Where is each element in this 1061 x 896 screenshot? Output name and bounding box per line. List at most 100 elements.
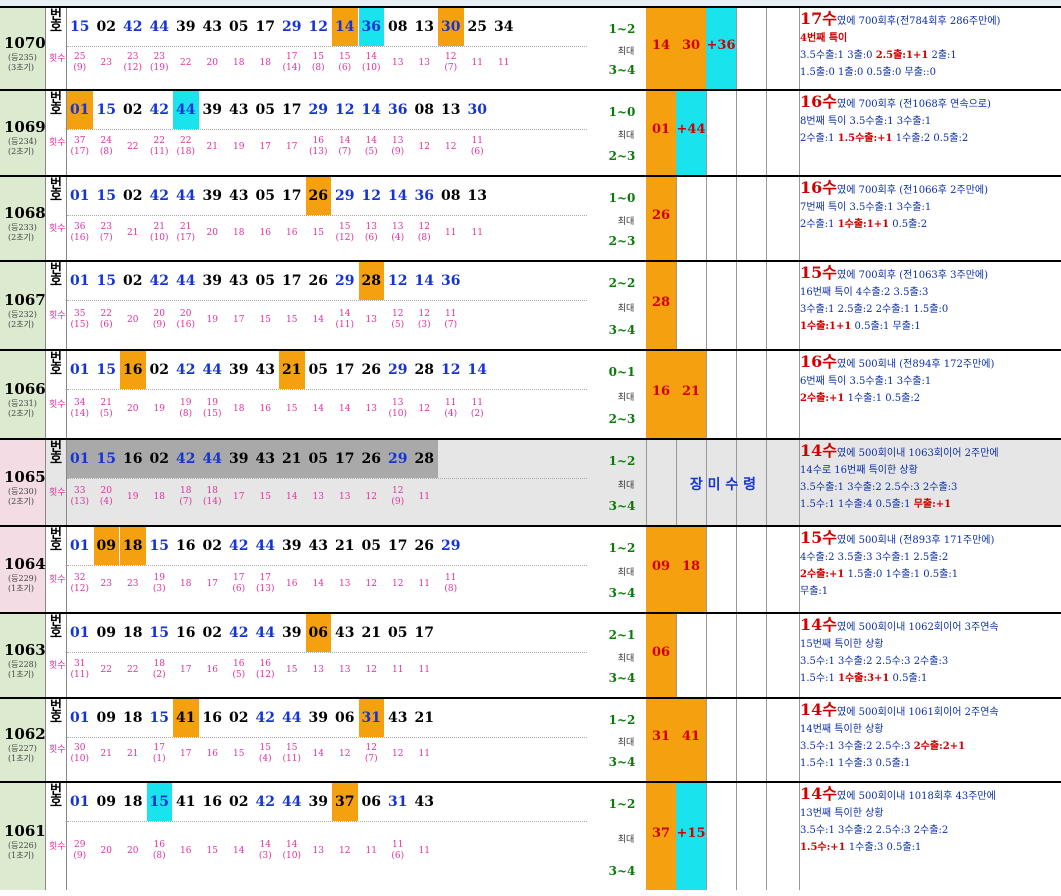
count-value: 18 (233, 227, 245, 238)
count-value: 14 (365, 51, 377, 62)
count-cell: 19 (200, 315, 226, 326)
col-divider (766, 351, 767, 438)
range-max-label: 최대 (617, 834, 635, 845)
count-value: 17 (259, 572, 271, 583)
range-max-label: 최대 (617, 392, 635, 403)
count-value: 19 (153, 403, 165, 414)
col-divider (736, 783, 737, 890)
col-divider (766, 8, 767, 89)
count-cell: 20 (120, 315, 146, 326)
extra-cell: 30 (676, 8, 706, 89)
count-sub: (6) (338, 62, 352, 73)
count-cell: 14 (306, 404, 332, 415)
count-value: 34 (74, 397, 86, 408)
note-text: 1.5수:1 1수출:3 0.5출:1 (800, 758, 911, 769)
number-cell: 02 (229, 710, 249, 726)
note-line: 1.5수:+1 1수출:3 0.5출:1 (800, 839, 1061, 856)
count-value: 12 (418, 142, 430, 152)
count-value: 14 (286, 839, 298, 850)
col-divider (706, 783, 707, 890)
col-divider (736, 440, 737, 525)
col-divider (799, 262, 800, 349)
round-block: 1066 (등231) (2초기) 번호 횟수 01 15 16 02 42 44 39 43 21 05 1… (0, 349, 1061, 438)
number-cell: 05 (255, 273, 275, 289)
note-text: 2.5출:1+1 (875, 50, 929, 61)
count-value: 18 (233, 403, 245, 414)
count-cell: 23 (7) (94, 222, 120, 244)
number-cell: 02 (96, 19, 116, 35)
count-cell: 12 (3) (412, 309, 438, 331)
number-cell: 15 (149, 625, 169, 641)
count-value: 37 (74, 136, 86, 146)
label-number: 번호 (50, 177, 62, 204)
number-cell: 42 (229, 538, 249, 554)
range-cell: 2~2 최대 3~4 (600, 262, 644, 349)
note-count: 16수 (800, 179, 837, 197)
note-line: 15수였에 500회내 (전893후 171주만에) (800, 529, 1061, 549)
round-sub-2: (3초기) (8, 62, 35, 72)
count-cell: 17 (200, 579, 226, 590)
count-cell: 15 (200, 846, 226, 857)
number-cell: 14 (414, 273, 434, 289)
extra-value: +15 (676, 825, 706, 841)
number-cell: 09 (96, 794, 116, 810)
note-line: 15수였에 700회후 (전1063후 3주만에) (800, 264, 1061, 284)
note-line: 1.5출:0 1출:0 0.5출:0 무출::0 (800, 64, 1061, 81)
number-cell: 02 (229, 794, 249, 810)
count-sub: (9) (73, 850, 87, 861)
number-cell: 44 (255, 625, 275, 641)
number-cell: 43 (229, 273, 249, 289)
note-text: 2수출:+1 (800, 569, 845, 580)
note-text: 였에 700회후 (전1063후 3주만에) (837, 270, 989, 281)
col-divider (706, 440, 707, 525)
row-separator (67, 821, 587, 822)
note-text: 14번째 특이한 상황 (800, 724, 884, 735)
range-cell: 0~1 최대 2~3 (600, 351, 644, 438)
round-header: 1066 (등231) (2초기) (0, 351, 46, 438)
count-value: 13 (365, 221, 377, 232)
extra-value: 28 (651, 294, 671, 310)
note-line: 14수로 16번째 특이한 상황 (800, 462, 1061, 479)
note-line: 3.5수출:1 3수출:2 2.5수:3 2수출:3 (800, 479, 1061, 496)
col-divider (676, 614, 677, 697)
number-cell: 39 (202, 102, 222, 118)
number-cell: 39 (229, 362, 249, 378)
round-sub-1: (등233) (8, 222, 37, 232)
number-cell: 15 (146, 783, 172, 821)
number-cell: 14 (388, 188, 408, 204)
number-cell: 05 (361, 538, 381, 554)
extra-value: 21 (681, 383, 701, 399)
count-cell: 22 (94, 665, 120, 676)
count-cell: 14 (10) (359, 52, 385, 74)
count-sub: (11) (70, 669, 89, 680)
col-divider (799, 8, 800, 89)
count-cell: 23 (19) (147, 52, 173, 74)
note-text: 15번째 특이한 상황 (800, 639, 884, 650)
count-sub: (7) (99, 232, 113, 243)
count-value: 13 (365, 403, 377, 414)
number-cell: 42 (176, 451, 196, 467)
number-cell: 44 (176, 273, 196, 289)
note-text: 였에 500회이내 1061회이어 2주연속 (837, 707, 999, 718)
range-top: 1~2 (608, 797, 636, 811)
number-cell: 39 (202, 273, 222, 289)
count-sub: (9) (391, 147, 405, 157)
count-sub: (12) (70, 583, 89, 594)
count-cell: 30 (10) (67, 743, 93, 765)
count-value: 16 (286, 227, 298, 238)
count-value: 32 (74, 572, 86, 583)
note-line: 16수였에 700회후 (전1066후 2주만에) (800, 179, 1061, 199)
round-header: 1065 (등230) (2초기) (0, 440, 46, 525)
round-number: 1062 (4, 725, 46, 743)
number-cell: 01 (67, 91, 93, 129)
count-cell: 11 (6) (385, 840, 411, 862)
count-value: 15 (259, 491, 271, 502)
count-value: 13 (418, 57, 430, 68)
note-line: 2수출:1 1.5수출:+1 1수출:2 0.5출:2 (800, 130, 1061, 147)
count-cell: 12 (8) (412, 222, 438, 244)
count-sub: (14) (70, 408, 89, 419)
count-cell: 12 (359, 665, 385, 676)
number-cell: 36 (441, 273, 461, 289)
count-cell: 11 (412, 846, 438, 857)
round-sub-2: (2초기) (8, 496, 35, 506)
